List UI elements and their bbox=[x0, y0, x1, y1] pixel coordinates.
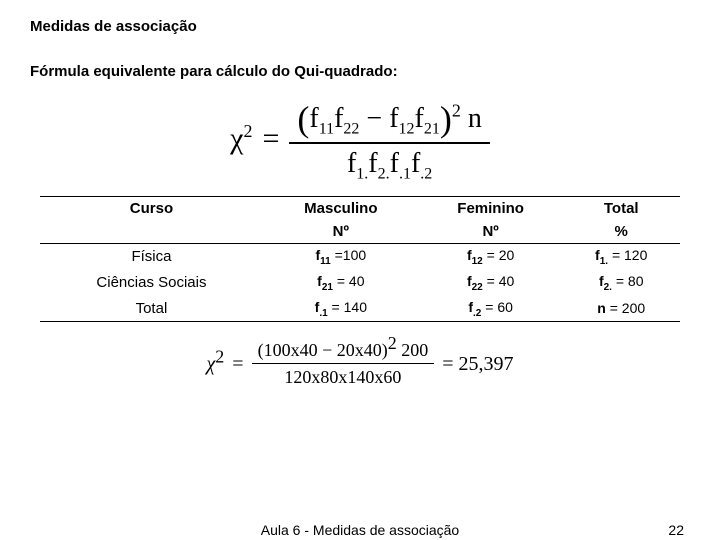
col-sub-empty bbox=[40, 220, 263, 244]
calc-num-tail: 200 bbox=[397, 340, 429, 360]
calc-result: = 25,397 bbox=[442, 353, 513, 376]
footer-center-text: Aula 6 - Medidas de associação bbox=[261, 522, 459, 538]
page-title: Medidas de associação bbox=[30, 18, 690, 35]
table-row: Ciências Sociaisf21 = 40f22 = 40f2. = 80 bbox=[40, 270, 680, 296]
value-cell: f.2 = 60 bbox=[419, 296, 563, 322]
footer-page-number: 22 bbox=[668, 522, 684, 538]
chi-symbol: χ bbox=[230, 122, 243, 155]
chi-square-calculation: χ2 = (100x40 − 20x40)2 200 120x80x140x60… bbox=[30, 340, 690, 388]
fraction-denominator: f1.f2.f.1f.2 bbox=[289, 144, 490, 180]
value-cell: f12 = 20 bbox=[419, 244, 563, 270]
table-row: Totalf.1 = 140f.2 = 60n = 200 bbox=[40, 296, 680, 322]
course-cell: Total bbox=[40, 296, 263, 322]
calc-den: 120x80x140x60 bbox=[252, 364, 435, 388]
calc-num-exp: 2 bbox=[388, 333, 397, 353]
col-header-feminino: Feminino bbox=[419, 197, 563, 221]
chi-exp: 2 bbox=[243, 121, 252, 141]
col-sub-fem: Nº bbox=[419, 220, 563, 244]
value-cell: f2. = 80 bbox=[562, 270, 680, 296]
value-cell: f11 =100 bbox=[263, 244, 419, 270]
col-sub-total: % bbox=[562, 220, 680, 244]
page-subtitle: Fórmula equivalente para cálculo do Qui-… bbox=[30, 63, 690, 80]
col-header-total: Total bbox=[562, 197, 680, 221]
table-row: Físicaf11 =100f12 = 20f1. = 120 bbox=[40, 244, 680, 270]
equals-sign: = bbox=[262, 122, 279, 156]
main-fraction: (f11f22 − f12f21)2 n f1.f2.f.1f.2 bbox=[289, 98, 490, 180]
value-cell: f22 = 40 bbox=[419, 270, 563, 296]
value-cell: f.1 = 140 bbox=[263, 296, 419, 322]
contingency-table: Curso Masculino Feminino Total Nº Nº % F… bbox=[40, 196, 680, 322]
col-sub-masc: Nº bbox=[263, 220, 419, 244]
fraction-numerator: (f11f22 − f12f21)2 n bbox=[289, 98, 490, 144]
value-cell: n = 200 bbox=[562, 296, 680, 322]
calc-num: (100x40 − 20x40) bbox=[258, 340, 388, 360]
course-cell: Ciências Sociais bbox=[40, 270, 263, 296]
value-cell: f1. = 120 bbox=[562, 244, 680, 270]
value-cell: f21 = 40 bbox=[263, 270, 419, 296]
col-header-curso: Curso bbox=[40, 197, 263, 221]
course-cell: Física bbox=[40, 244, 263, 270]
col-header-masculino: Masculino bbox=[263, 197, 419, 221]
chi-square-formula: χ2 = (f11f22 − f12f21)2 n f1.f2.f.1f.2 bbox=[30, 98, 690, 180]
